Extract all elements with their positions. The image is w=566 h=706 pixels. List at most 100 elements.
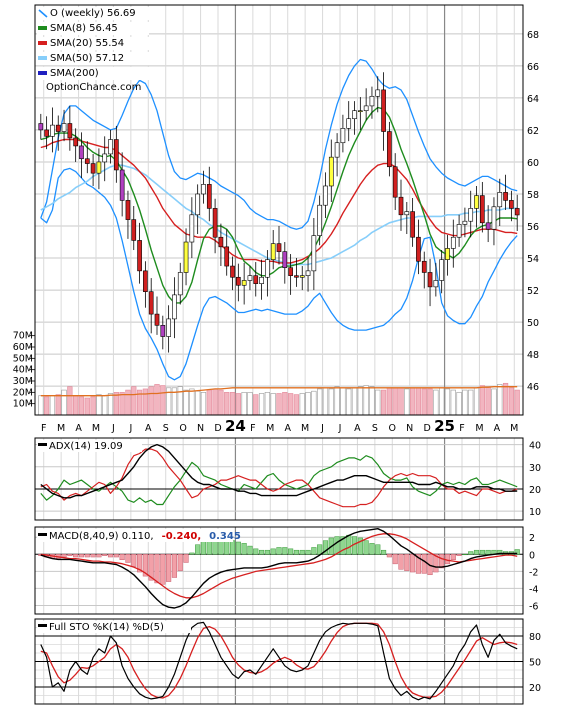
x-axis-label: S: [163, 423, 169, 434]
x-axis-label: M: [92, 423, 100, 434]
macd-histogram-bar: [380, 549, 387, 555]
volume-bar: [200, 392, 207, 416]
sto-tick-label: 20: [529, 683, 541, 694]
candle-body: [73, 137, 78, 147]
adx-legend-swatch: [38, 443, 47, 446]
volume-bar: [433, 389, 439, 416]
x-axis-label: A: [494, 423, 501, 434]
candle-body: [265, 259, 270, 278]
legend-entry: SMA(20) 55.54: [50, 38, 124, 49]
macd-histogram-bar: [514, 549, 520, 555]
candle-body: [55, 124, 61, 132]
candle-body: [137, 240, 142, 272]
sto-tick-label: 80: [529, 632, 541, 643]
volume-bar: [380, 389, 387, 416]
volume-bar: [502, 382, 509, 416]
volume-bar: [473, 387, 480, 416]
macd-histogram-bar: [473, 549, 480, 555]
x-axis-label: J: [111, 423, 115, 434]
volume-bar: [61, 389, 67, 416]
candle-body: [340, 128, 346, 144]
volume-bar: [322, 387, 329, 416]
macd-histogram-bar: [288, 548, 294, 555]
macd-histogram-bar: [148, 554, 154, 581]
x-axis-label: 25: [434, 417, 455, 435]
volume-bar: [55, 394, 61, 416]
volume-bar: [462, 389, 468, 416]
macd-label-prefix: MACD(8,40,9) 0.110,: [49, 531, 154, 542]
x-axis-label: M: [510, 423, 518, 434]
x-axis-label: M: [301, 423, 309, 434]
volume-bar: [177, 386, 183, 416]
volume-bar: [119, 392, 125, 416]
candle-body: [201, 184, 206, 195]
candle-body: [387, 131, 392, 168]
macd-histogram-bar: [439, 554, 445, 569]
macd-histogram-bar: [392, 554, 398, 565]
candle-body: [328, 156, 334, 187]
volume-bar: [78, 396, 85, 416]
macd-histogram-bar: [131, 554, 137, 567]
candle-body: [90, 163, 96, 174]
volume-tick-label: 50M: [13, 353, 33, 364]
price-tick-label: 56: [527, 222, 539, 233]
candle-body: [509, 200, 514, 209]
volume-bar: [334, 386, 340, 416]
candle-body: [50, 124, 55, 137]
price-candles: [38, 72, 520, 353]
macd-histogram-bar: [369, 543, 375, 555]
macd-histogram-bar: [456, 554, 462, 556]
macd-histogram-bar: [410, 554, 416, 573]
candle-body: [305, 270, 311, 276]
volume-bar: [148, 386, 154, 416]
macd-histogram-bar: [189, 552, 195, 555]
candle-body: [96, 161, 102, 174]
x-axis-label: J: [320, 423, 324, 434]
legend-entry: O (weekly) 56.69: [50, 8, 136, 19]
candle-body: [224, 246, 230, 267]
x-axis-label: N: [197, 423, 204, 434]
candle-body: [79, 145, 84, 160]
sto-panel: 20 50 80 Full STO %K(14) %D(5): [34, 618, 541, 705]
x-axis-label: F: [250, 423, 255, 434]
volume-bar: [514, 389, 520, 416]
candle-body: [282, 251, 288, 268]
legend-swatch: [38, 56, 47, 60]
candle-body: [439, 259, 444, 281]
legend-background: [37, 37, 149, 50]
macd-histogram-bar: [107, 554, 114, 558]
macd-hist-value: 0.345: [209, 531, 241, 542]
price-tick-label: 66: [527, 62, 539, 73]
candle-body: [206, 184, 212, 209]
x-axis-label: A: [145, 423, 152, 434]
di-plus-line: [40, 455, 518, 506]
macd-label-bg: [37, 529, 233, 542]
candle-body: [352, 110, 357, 120]
macd-histogram-bar: [241, 543, 247, 555]
legend-swatch: [38, 26, 47, 30]
candle-body: [288, 267, 293, 276]
volume-bar: [96, 394, 102, 416]
macd-histogram-bar: [264, 549, 270, 555]
macd-histogram-bar: [363, 540, 369, 555]
candle-body: [456, 224, 462, 238]
candle-body: [84, 158, 90, 164]
macd-histogram-bar: [253, 548, 259, 555]
macd-histogram-bar: [78, 554, 85, 558]
candle-body: [195, 193, 200, 216]
macd-tick-label: -6: [529, 601, 538, 612]
legend-entry: SMA(50) 57.12: [50, 53, 124, 64]
candle-body: [311, 235, 317, 272]
candle-body: [462, 220, 468, 225]
volume-bar: [409, 387, 416, 416]
volume-bar: [293, 394, 300, 416]
macd-tick-label: 0: [529, 550, 535, 561]
macd-signal-value: -0.240,: [162, 531, 202, 542]
adx-frame: [34, 437, 524, 521]
macd-histogram-bar: [154, 554, 160, 584]
candle-body: [450, 236, 456, 249]
volume-tick-label: 60M: [13, 342, 33, 353]
candle-body: [241, 280, 247, 286]
